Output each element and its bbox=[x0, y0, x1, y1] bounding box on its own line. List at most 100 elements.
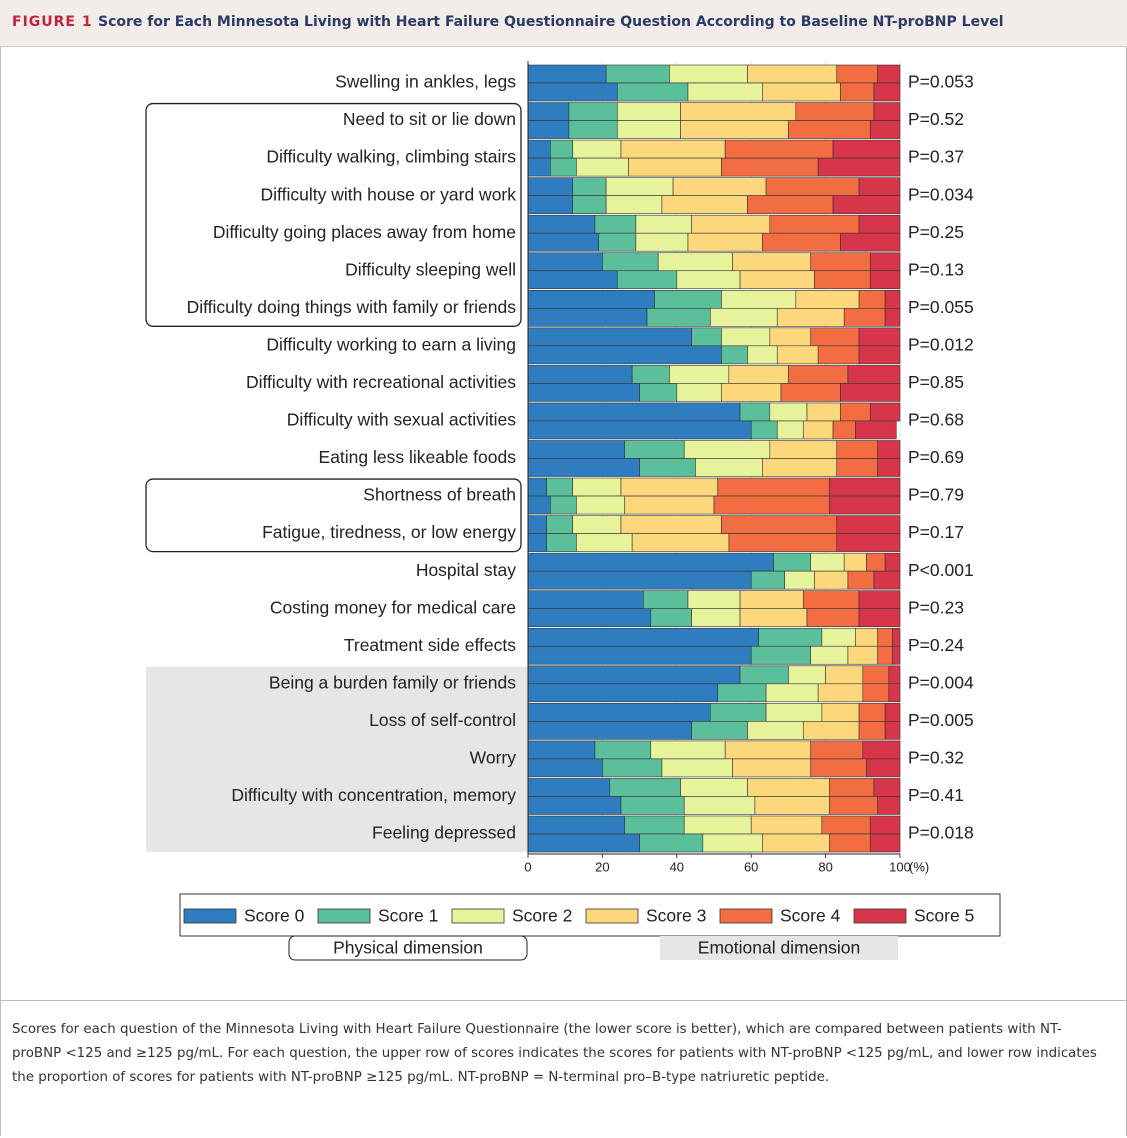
legend-swatch bbox=[451, 908, 505, 924]
bar-segment bbox=[884, 552, 901, 572]
x-unit: (%) bbox=[909, 859, 929, 874]
bar-segment bbox=[594, 740, 652, 760]
bar-segment bbox=[672, 177, 767, 196]
bar-segment bbox=[821, 627, 856, 647]
legend-label: Score 2 bbox=[512, 906, 572, 926]
bar-segment bbox=[527, 495, 551, 515]
bar-segment bbox=[527, 758, 603, 778]
bar-segment bbox=[795, 102, 875, 121]
question-label: Difficulty working to earn a living bbox=[266, 334, 516, 354]
question-label: Difficulty with house or yard work bbox=[261, 184, 517, 204]
bar-segment bbox=[527, 214, 596, 234]
bar-segment bbox=[628, 157, 722, 177]
bar-segment bbox=[680, 102, 797, 121]
x-tick-label: 100 bbox=[889, 859, 911, 874]
bar-segment bbox=[527, 645, 752, 665]
bar-segment bbox=[769, 440, 838, 459]
bar-segment bbox=[527, 458, 640, 477]
bar-segment bbox=[836, 64, 878, 84]
legend-swatch bbox=[853, 908, 907, 924]
bar-segment bbox=[847, 645, 878, 665]
legend-label: Score 5 bbox=[914, 906, 974, 926]
bar-segment bbox=[780, 383, 841, 402]
bar-segment bbox=[527, 327, 692, 347]
bar-segment bbox=[869, 833, 901, 853]
bar-segment bbox=[773, 552, 812, 572]
bar-segment bbox=[576, 495, 626, 515]
physical-region bbox=[145, 102, 522, 327]
bar-segment bbox=[732, 252, 812, 272]
bar-segment bbox=[669, 365, 730, 384]
p-value: P=0.23 bbox=[908, 597, 964, 617]
bar-segment bbox=[572, 515, 622, 534]
bar-segment bbox=[769, 327, 812, 347]
bar-segment bbox=[888, 683, 901, 703]
p-value: P=0.25 bbox=[908, 222, 964, 242]
bar-segment bbox=[806, 402, 841, 422]
question-label: Treatment side effects bbox=[344, 635, 516, 655]
bar-segment bbox=[527, 139, 551, 159]
bar-segment bbox=[605, 177, 674, 196]
legend-label: Score 0 bbox=[244, 906, 305, 926]
bar-segment bbox=[821, 703, 860, 722]
bar-segment bbox=[624, 495, 715, 515]
bar-segment bbox=[527, 252, 603, 272]
bar-segment bbox=[814, 270, 871, 290]
bar-segment bbox=[788, 120, 871, 139]
bar-segment bbox=[840, 82, 875, 102]
bar-segment bbox=[631, 533, 730, 552]
bar-segment bbox=[739, 402, 771, 422]
bar-segment bbox=[862, 665, 890, 685]
bar-segment bbox=[527, 515, 547, 534]
bar-segment bbox=[892, 627, 901, 647]
question-label: Need to sit or lie down bbox=[343, 109, 516, 129]
bar-segment bbox=[866, 552, 886, 572]
bar-segment bbox=[527, 665, 741, 685]
legend-emotional bbox=[660, 936, 898, 960]
bar-segment bbox=[829, 477, 901, 497]
p-value: P=0.13 bbox=[908, 259, 964, 279]
dimension-label: Emotional dimension bbox=[698, 938, 860, 958]
bar-segment bbox=[527, 608, 652, 628]
bar-segment bbox=[576, 157, 629, 177]
bar-segment bbox=[527, 533, 547, 552]
bar-segment bbox=[750, 420, 778, 440]
bar-segment bbox=[650, 740, 726, 760]
bar-segment bbox=[624, 440, 685, 459]
bar-segment bbox=[724, 740, 812, 760]
bar-segment bbox=[661, 758, 733, 778]
bar-segment bbox=[527, 833, 640, 853]
bar-segment bbox=[765, 703, 823, 722]
bar-segment bbox=[795, 290, 860, 309]
bar-segment bbox=[836, 515, 901, 534]
p-value: P=0.69 bbox=[908, 447, 964, 467]
bar-segment bbox=[858, 327, 901, 347]
bar-segment bbox=[639, 833, 704, 853]
bar-segment bbox=[527, 778, 611, 797]
bar-segment bbox=[527, 195, 573, 214]
bar-segment bbox=[840, 402, 871, 422]
bar-segment bbox=[605, 195, 663, 214]
bar-segment bbox=[691, 608, 741, 628]
bar-segment bbox=[657, 252, 733, 272]
p-value: P=0.24 bbox=[908, 635, 964, 655]
question-label: Being a burden family or friends bbox=[269, 672, 516, 692]
p-value: P=0.053 bbox=[908, 72, 974, 92]
bar-segment bbox=[754, 796, 830, 815]
bar-segment bbox=[572, 477, 622, 497]
bar-segment bbox=[527, 64, 607, 84]
bar-segment bbox=[550, 157, 577, 177]
figure-label: FIGURE 1 bbox=[12, 14, 93, 30]
bar-segment bbox=[829, 778, 875, 797]
bar-segment bbox=[676, 270, 741, 290]
bar-segment bbox=[683, 440, 771, 459]
legend-label: Score 1 bbox=[378, 906, 438, 926]
bar-segment bbox=[858, 703, 886, 722]
bar-segment bbox=[635, 214, 692, 234]
bar-segment bbox=[877, 796, 901, 815]
bar-segment bbox=[802, 721, 860, 740]
bar-segment bbox=[635, 232, 689, 252]
question-label: Difficulty walking, climbing stairs bbox=[266, 147, 516, 167]
bar-segment bbox=[892, 645, 901, 665]
bar-segment bbox=[721, 327, 771, 347]
